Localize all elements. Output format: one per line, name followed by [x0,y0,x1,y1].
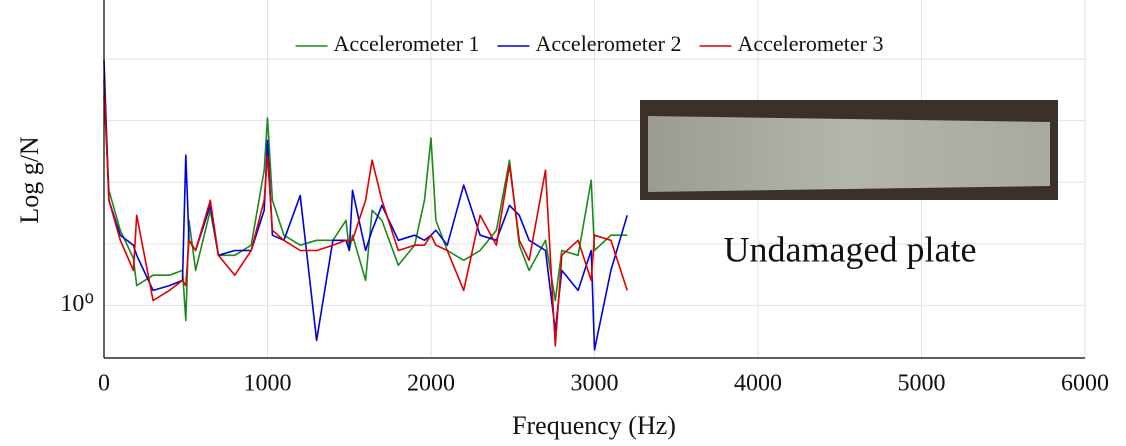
legend-label: Accelerometer 2 [536,31,682,56]
series-line [103,60,628,351]
x-tick-label: 0 [98,371,110,397]
tick-labels: 0 1000 2000 3000 4000 5000 6000 10⁰ [60,291,1109,397]
legend: Accelerometer 1 Accelerometer 2 Accelerome… [295,31,883,56]
x-tick-label: 5000 [898,371,946,397]
x-tick-label: 4000 [734,371,782,397]
x-tick-label: 1000 [244,371,292,397]
x-axis-title: Frequency (Hz) [512,411,676,440]
x-tick-label: 6000 [1061,371,1109,397]
legend-label: Accelerometer 3 [737,31,883,56]
plate-photo [648,116,1050,192]
series-line [103,95,628,322]
series-line [103,79,628,347]
y-tick-label: 10⁰ [60,291,94,317]
legend-label: Accelerometer 1 [334,31,480,56]
lines [103,60,628,351]
x-tick-label: 2000 [407,371,455,397]
annotation: Undamaged plate [724,229,977,269]
x-tick-label: 3000 [571,371,619,397]
y-axis-title: Log g/N [15,136,44,224]
